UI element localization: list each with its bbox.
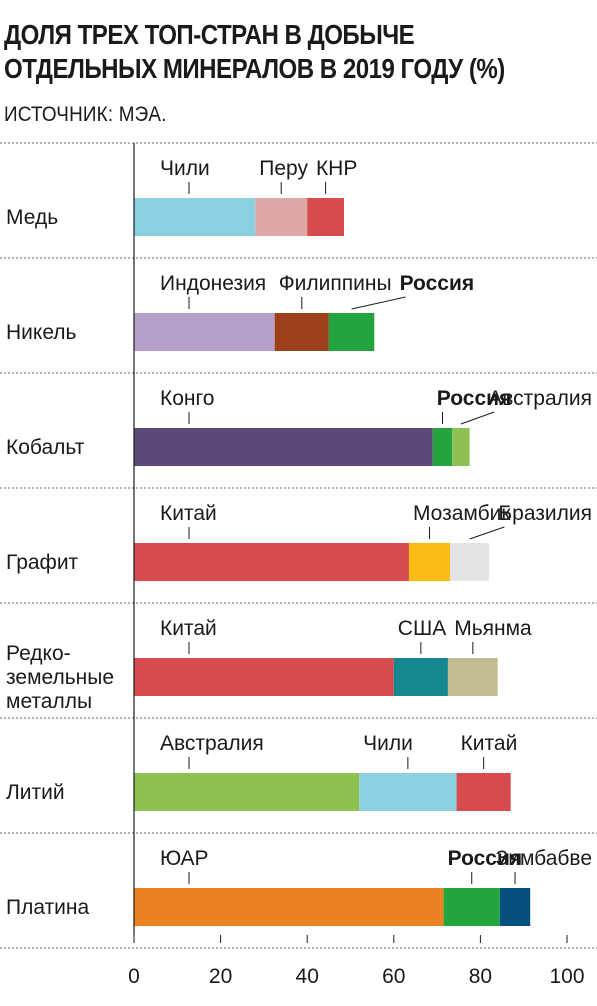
segment-label: Зимбабве bbox=[496, 847, 592, 870]
bar-segment bbox=[328, 313, 375, 351]
segment-label: Филиппины bbox=[279, 272, 392, 295]
category-label-line: металлы bbox=[6, 690, 92, 713]
bar-segment bbox=[408, 543, 451, 581]
bar-segment bbox=[134, 543, 409, 581]
category-label: Редко-земельные металлы bbox=[6, 642, 114, 713]
row-6: Литий Австралия Чили Китай bbox=[6, 732, 517, 811]
x-tick-label: 0 bbox=[128, 965, 140, 988]
segment-label: Перу bbox=[259, 157, 308, 180]
bar-segment bbox=[499, 888, 531, 926]
category-label-line: Редко- bbox=[6, 642, 71, 665]
bar-segment bbox=[134, 198, 256, 236]
category-label: Никель bbox=[6, 321, 77, 344]
bar-segment bbox=[393, 658, 448, 696]
segment-label: ЮАР bbox=[160, 847, 209, 870]
x-tick-label: 100 bbox=[549, 965, 584, 988]
bar-segment bbox=[447, 658, 498, 696]
bar-segment bbox=[255, 198, 308, 236]
segment-label: Китай bbox=[461, 732, 518, 755]
bar-segment bbox=[307, 198, 345, 236]
bar-segment bbox=[134, 773, 360, 811]
category-label-line: земельные bbox=[6, 666, 114, 689]
category-label: Медь bbox=[6, 206, 58, 229]
x-tick-label: 20 bbox=[209, 965, 232, 988]
segment-label: КНР bbox=[316, 157, 357, 180]
segment-label: Китай bbox=[160, 617, 217, 640]
row-5: Редко-земельные металлы Китай США Мьянма bbox=[6, 617, 532, 713]
bar-segment bbox=[134, 888, 444, 926]
category-label-line: Платина bbox=[6, 896, 90, 919]
category-label-line: Графит bbox=[6, 551, 79, 574]
bar-segment bbox=[134, 313, 275, 351]
segment-label: Чили bbox=[160, 157, 210, 180]
bar-segment bbox=[359, 773, 457, 811]
category-label-line: Кобальт bbox=[6, 436, 85, 459]
x-tick-label: 40 bbox=[296, 965, 319, 988]
category-label-line: Медь bbox=[6, 206, 58, 229]
bar-segment bbox=[452, 428, 470, 466]
bar-segment bbox=[443, 888, 500, 926]
chart-rows: Медь Чили Перу КНР Никель Индонезия Филиппины Р… bbox=[6, 157, 592, 926]
segment-label: Россия bbox=[437, 387, 512, 410]
segment-label: Мьянма bbox=[454, 617, 532, 640]
row-2: Никель Индонезия Филиппины Россия bbox=[6, 272, 474, 351]
segment-leader bbox=[460, 411, 495, 425]
segment-label: Бразилия bbox=[498, 502, 592, 525]
segment-label: Мозамбик bbox=[413, 502, 511, 525]
chart-title: ДОЛЯ ТРЕХ ТОП-СТРАН В ДОБЫЧЕ ОТДЕЛЬНЫХ М… bbox=[4, 18, 511, 86]
segment-label: США bbox=[398, 617, 446, 640]
segment-leader bbox=[351, 296, 406, 310]
bar-segment bbox=[456, 773, 511, 811]
category-label: Платина bbox=[6, 896, 90, 919]
category-label: Графит bbox=[6, 551, 79, 574]
chart-title-line-1: ДОЛЯ ТРЕХ ТОП-СТРАН В ДОБЫЧЕ bbox=[4, 19, 415, 50]
bar-segment bbox=[134, 658, 394, 696]
row-separators bbox=[0, 142, 597, 949]
segment-label: Конго bbox=[160, 387, 214, 410]
category-label: Литий bbox=[6, 781, 65, 804]
row-1: Медь Чили Перу КНР bbox=[6, 157, 357, 236]
x-axis: 0 20 40 60 80 100 bbox=[128, 143, 585, 988]
category-label-line: Никель bbox=[6, 321, 77, 344]
bar-segment bbox=[134, 428, 433, 466]
bar-segment bbox=[432, 428, 453, 466]
chart-source: ИСТОЧНИК: МЭА. bbox=[4, 103, 167, 126]
category-label-line: Литий bbox=[6, 781, 65, 804]
segment-label: Австралия bbox=[160, 732, 264, 755]
category-label: Кобальт bbox=[6, 436, 85, 459]
segment-label: Россия bbox=[448, 847, 523, 870]
segment-label: Индонезия bbox=[160, 272, 266, 295]
bar-segment bbox=[450, 543, 490, 581]
x-tick-label: 60 bbox=[382, 965, 405, 988]
segment-label: Австралия bbox=[488, 387, 592, 410]
bar-segment bbox=[274, 313, 329, 351]
segment-leader bbox=[469, 526, 505, 540]
x-tick-label: 80 bbox=[469, 965, 492, 988]
segment-label: Россия bbox=[400, 272, 475, 295]
segment-label: Китай bbox=[160, 502, 217, 525]
segment-label: Чили bbox=[363, 732, 413, 755]
chart-title-line-2: ОТДЕЛЬНЫХ МИНЕРАЛОВ В 2019 ГОДУ (%) bbox=[4, 53, 505, 84]
